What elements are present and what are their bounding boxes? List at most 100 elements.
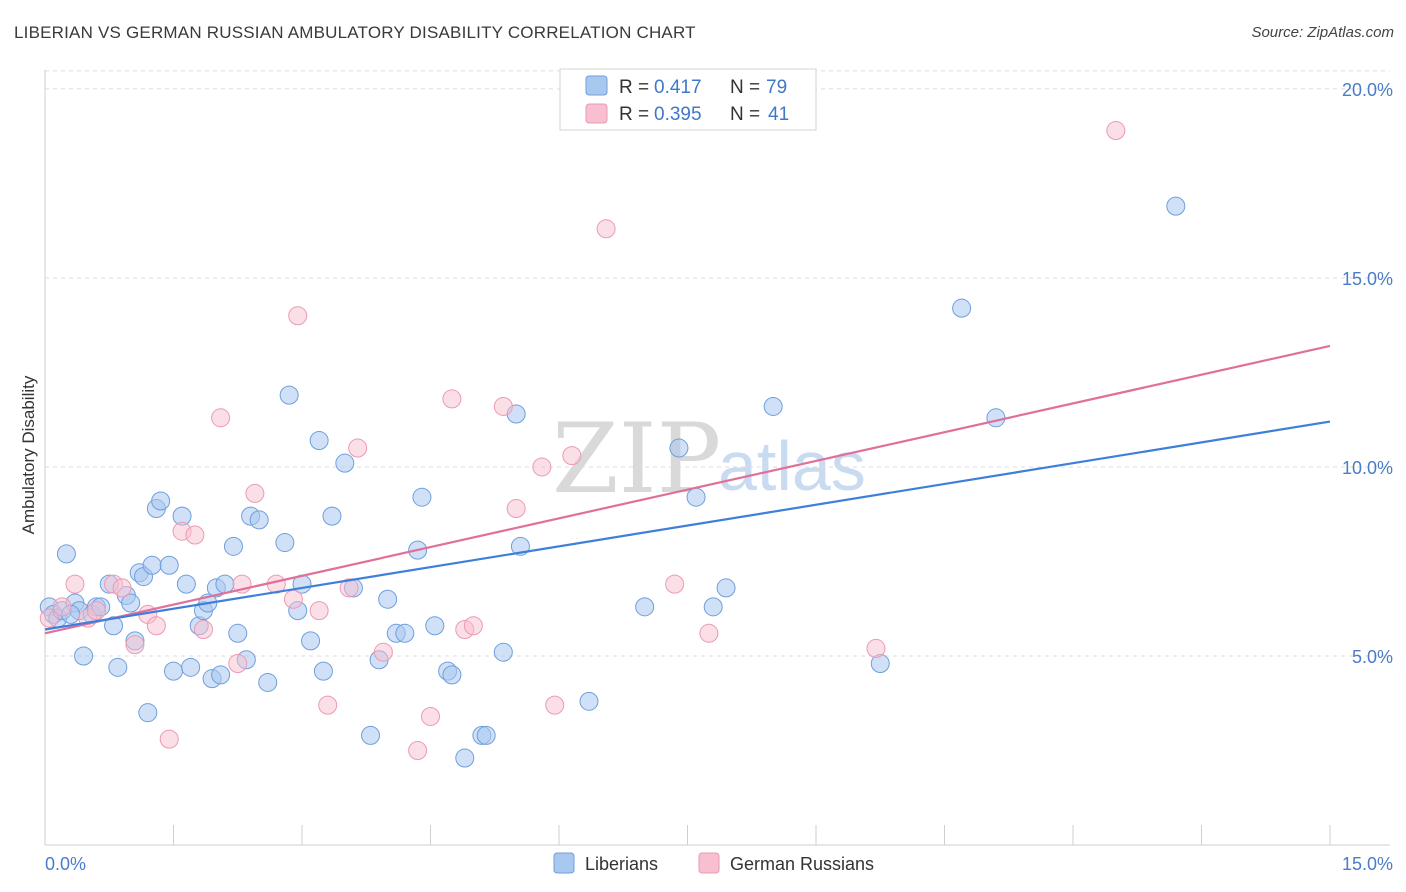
german-russians-point-35 (596, 219, 616, 239)
liberians-point-36 (275, 533, 295, 553)
y-tick-label-3: 20.0% (1342, 80, 1393, 100)
german-russians-point-30 (493, 396, 513, 416)
liberians-point-63 (669, 438, 689, 458)
liberians-point-54 (442, 665, 462, 685)
liberians-point-52 (425, 616, 445, 636)
liberians-point-30 (223, 536, 243, 556)
legend-n-label-2: N = (730, 104, 760, 125)
liberians-point-41 (309, 430, 329, 450)
liberians-point-40 (301, 631, 321, 651)
liberians-point-17 (142, 555, 162, 575)
german-russians-point-15 (228, 654, 248, 674)
y-tick-label-0: 5.0% (1352, 647, 1393, 667)
german-russians-point-27 (442, 389, 462, 409)
liberians-point-31 (228, 623, 248, 643)
german-russians-point-38 (866, 638, 886, 658)
chart-title: LIBERIAN VS GERMAN RUSSIAN AMBULATORY DI… (14, 23, 696, 42)
german-russians-point-12 (185, 525, 205, 545)
german-russians-point-21 (318, 695, 338, 715)
liberians-point-71 (1166, 196, 1186, 216)
liberians-point-45 (361, 725, 381, 745)
liberians-point-67 (763, 396, 783, 416)
german-russians-trend-line (44, 344, 1331, 635)
liberians-point-47 (378, 589, 398, 609)
german-russians-point-18 (283, 589, 303, 609)
german-russians-point-26 (421, 706, 440, 726)
liberians-point-35 (258, 672, 278, 692)
liberians-point-58 (493, 642, 513, 662)
german-russians-point-1 (52, 597, 72, 617)
liberians-point-55 (455, 748, 475, 768)
legend-n-value-2: 41 (768, 104, 789, 125)
liberians-point-75 (138, 703, 158, 723)
liberians-point-74 (56, 544, 76, 564)
liberians-points (39, 196, 1186, 768)
german-russians-point-24 (373, 642, 393, 662)
legend-r-label-2: R = (619, 104, 649, 125)
grid-lines (45, 70, 1390, 657)
bottom-legend-german-russians: German Russians (730, 854, 874, 874)
y-axis-label: Ambulatory Disability (19, 375, 38, 534)
liberians-point-76 (176, 574, 196, 594)
liberians-point-61 (579, 691, 599, 711)
legend-swatch-liberians (585, 75, 608, 96)
liberians-point-57 (476, 725, 496, 745)
german-russians-point-7 (125, 635, 145, 655)
y-tick-label-1: 10.0% (1342, 458, 1393, 478)
bottom-legend-swatch-german-russians (698, 852, 720, 874)
german-russians-point-23 (348, 438, 368, 458)
liberians-point-62 (635, 597, 655, 617)
liberians-point-65 (703, 597, 723, 617)
x-tick-label-1: 15.0% (1342, 854, 1393, 874)
legend-n-label-1: N = (730, 77, 760, 98)
legend-r-label-1: R = (619, 77, 649, 98)
german-russians-point-36 (665, 574, 685, 594)
german-russians-point-4 (86, 601, 106, 621)
liberians-point-64 (686, 487, 706, 507)
liberians-point-34 (249, 510, 269, 530)
legend-r-value-2: 0.395 (654, 104, 702, 125)
liberians-point-21 (164, 661, 183, 681)
legend-swatch-german-russians (585, 103, 608, 124)
german-russians-point-2 (65, 574, 85, 594)
german-russians-point-9 (146, 616, 166, 636)
liberians-point-70 (986, 408, 1006, 428)
german-russians-point-0 (39, 608, 59, 628)
x-tick-labels: 0.0% 15.0% (45, 854, 1393, 874)
liberians-point-29 (215, 574, 235, 594)
liberians-point-73 (121, 593, 141, 613)
axes (44, 70, 1390, 846)
liberians-point-69 (952, 298, 972, 318)
liberians-point-12 (108, 657, 128, 677)
series-legend: Liberians German Russians (553, 852, 874, 874)
liberians-point-11 (104, 616, 124, 636)
bottom-legend-liberians: Liberians (585, 854, 658, 874)
liberians-point-78 (313, 661, 333, 681)
liberians-point-77 (211, 665, 231, 685)
german-russians-point-10 (159, 729, 179, 749)
german-russians-point-32 (532, 457, 552, 477)
bottom-legend-swatch-liberians (553, 852, 575, 874)
liberians-point-6 (74, 646, 94, 666)
german-russians-point-22 (339, 578, 359, 598)
german-russians-point-34 (562, 446, 582, 466)
liberians-point-20 (159, 555, 179, 575)
german-russians-point-6 (112, 578, 132, 598)
liberians-point-66 (716, 578, 736, 598)
german-russians-point-31 (506, 499, 526, 519)
german-russians-point-39 (1106, 120, 1126, 140)
trend-lines (44, 344, 1331, 635)
liberians-point-49 (395, 623, 415, 643)
german-russians-point-25 (408, 740, 428, 760)
german-russians-point-19 (288, 306, 308, 326)
german-russians-point-16 (245, 483, 265, 503)
liberians-point-43 (335, 453, 355, 473)
liberians-trend-line (44, 420, 1331, 631)
german-russians-points (39, 120, 1126, 760)
liberians-point-19 (151, 491, 171, 511)
german-russians-point-13 (193, 620, 213, 640)
legend-r-value-1: 0.417 (654, 77, 702, 98)
source-label: Source: ZipAtlas.com (1251, 24, 1394, 41)
x-tick-label-0: 0.0% (45, 854, 86, 874)
